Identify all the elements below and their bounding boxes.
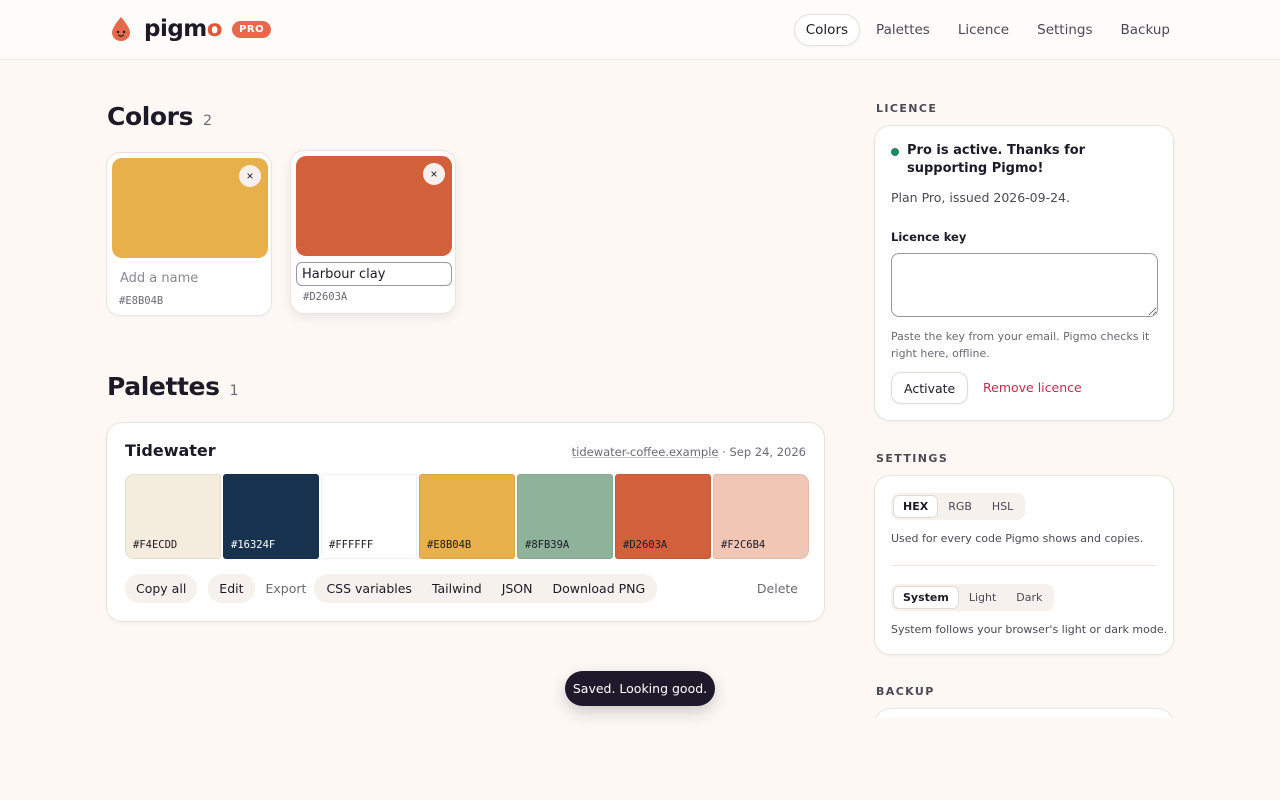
palette-swatch[interactable]: #F2C6B4 xyxy=(713,474,809,559)
palettes-title: Palettes xyxy=(107,372,220,401)
status-dot-icon xyxy=(891,148,899,156)
palette-source-link[interactable]: tidewater-coffee.example xyxy=(571,445,719,459)
format-hsl-option[interactable]: HSL xyxy=(982,495,1023,518)
licence-status: Pro is active. Thanks for supporting Pig… xyxy=(907,143,1086,176)
colors-heading: Colors 2 xyxy=(107,102,212,131)
drop-icon xyxy=(112,17,130,41)
nav-palettes[interactable]: Palettes xyxy=(876,22,930,38)
backup-heading: BACKUP xyxy=(876,685,935,698)
palette-name[interactable]: Tidewater xyxy=(125,441,216,460)
brand-name: pigmo xyxy=(144,16,223,42)
export-options: CSS variables Tailwind JSON Download PNG xyxy=(314,574,658,603)
palette-actions: Copy all Edit Export CSS variables Tailw… xyxy=(125,574,658,603)
palette-swatch[interactable]: #8FB39A xyxy=(517,474,613,559)
activate-button[interactable]: Activate xyxy=(891,372,969,404)
scroll-fade xyxy=(860,718,1190,800)
export-css-button[interactable]: CSS variables xyxy=(316,574,422,603)
color-card: × #D2603A xyxy=(290,150,456,314)
colors-title: Colors xyxy=(107,102,194,131)
swatch-hex: #8FB39A xyxy=(525,539,570,551)
main-nav: Colors Palettes Licence Settings Backup xyxy=(793,14,1182,46)
format-rgb-option[interactable]: RGB xyxy=(938,495,982,518)
settings-divider xyxy=(891,565,1157,566)
export-tailwind-button[interactable]: Tailwind xyxy=(422,574,492,603)
palette-swatch[interactable]: #F4ECDD xyxy=(125,474,221,559)
meta-separator: · xyxy=(722,445,730,459)
edit-palette-button[interactable]: Edit xyxy=(208,574,255,603)
export-label: Export xyxy=(265,581,307,596)
pro-badge: PRO xyxy=(232,20,272,38)
palettes-heading: Palettes 1 xyxy=(107,372,239,401)
licence-key-input[interactable] xyxy=(891,253,1158,317)
remove-color-button[interactable]: × xyxy=(239,165,261,187)
app-header: pigmo PRO Colors Palettes Licence Settin… xyxy=(0,0,1280,60)
color-swatch[interactable]: × xyxy=(112,158,268,258)
settings-card: HEX RGB HSL Used for every code Pigmo sh… xyxy=(874,475,1174,655)
logo[interactable]: pigmo PRO xyxy=(110,16,272,42)
swatch-hex: #D2603A xyxy=(623,539,668,551)
palette-meta: tidewater-coffee.example · Sep 24, 2026 xyxy=(572,445,806,459)
palette-swatch[interactable]: #E8B04B xyxy=(419,474,515,559)
toast-notification: Saved. Looking good. xyxy=(565,671,715,706)
theme-light-option[interactable]: Light xyxy=(959,586,1006,609)
palette-card: Tidewater tidewater-coffee.example · Sep… xyxy=(106,422,825,622)
palette-swatches: #F4ECDD #16324F #FFFFFF #E8B04B #8FB39A … xyxy=(125,474,809,559)
download-png-button[interactable]: Download PNG xyxy=(543,574,656,603)
swatch-hex: #E8B04B xyxy=(427,539,472,551)
swatch-hex: #FFFFFF xyxy=(329,539,374,551)
nav-colors[interactable]: Colors xyxy=(793,14,861,46)
licence-plan: Plan Pro, issued 2026-09-24. xyxy=(891,190,1070,205)
palette-swatch[interactable]: #FFFFFF xyxy=(321,474,417,559)
palettes-count: 1 xyxy=(229,383,239,399)
copy-all-button[interactable]: Copy all xyxy=(125,574,198,603)
nav-licence[interactable]: Licence xyxy=(957,22,1010,38)
export-json-button[interactable]: JSON xyxy=(492,574,543,603)
nav-settings[interactable]: Settings xyxy=(1037,22,1093,38)
theme-help: System follows your browser's light or d… xyxy=(891,623,1168,636)
color-card: × #E8B04B xyxy=(106,152,272,316)
swatch-hex: #16324F xyxy=(231,539,276,551)
settings-heading: SETTINGS xyxy=(876,452,949,465)
delete-palette-button[interactable]: Delete xyxy=(756,581,798,596)
color-hex[interactable]: #D2603A xyxy=(303,291,348,303)
nav-backup[interactable]: Backup xyxy=(1120,22,1171,38)
theme-toggle: System Light Dark xyxy=(891,584,1055,611)
remove-color-button[interactable]: × xyxy=(423,163,445,185)
color-swatch[interactable]: × xyxy=(296,156,452,256)
palette-swatch[interactable]: #D2603A xyxy=(615,474,711,559)
color-format-toggle: HEX RGB HSL xyxy=(891,493,1026,520)
swatch-hex: #F4ECDD xyxy=(133,539,178,551)
colors-count: 2 xyxy=(203,113,212,129)
remove-licence-button[interactable]: Remove licence xyxy=(983,380,1082,395)
color-name-input[interactable] xyxy=(296,262,452,286)
theme-system-option[interactable]: System xyxy=(893,586,959,609)
licence-heading: LICENCE xyxy=(876,102,938,115)
format-hex-option[interactable]: HEX xyxy=(893,495,939,518)
palette-date: Sep 24, 2026 xyxy=(729,445,806,459)
format-help: Used for every code Pigmo shows and copi… xyxy=(891,532,1144,545)
color-hex[interactable]: #E8B04B xyxy=(119,295,164,307)
licence-key-label: Licence key xyxy=(891,230,967,244)
palette-swatch[interactable]: #16324F xyxy=(223,474,319,559)
swatch-hex: #F2C6B4 xyxy=(721,539,766,551)
theme-dark-option[interactable]: Dark xyxy=(1006,586,1052,609)
licence-key-help: Paste the key from your email. Pigmo che… xyxy=(891,330,1150,360)
color-name-input[interactable] xyxy=(112,266,268,290)
licence-card: Pro is active. Thanks for supporting Pig… xyxy=(874,125,1174,421)
